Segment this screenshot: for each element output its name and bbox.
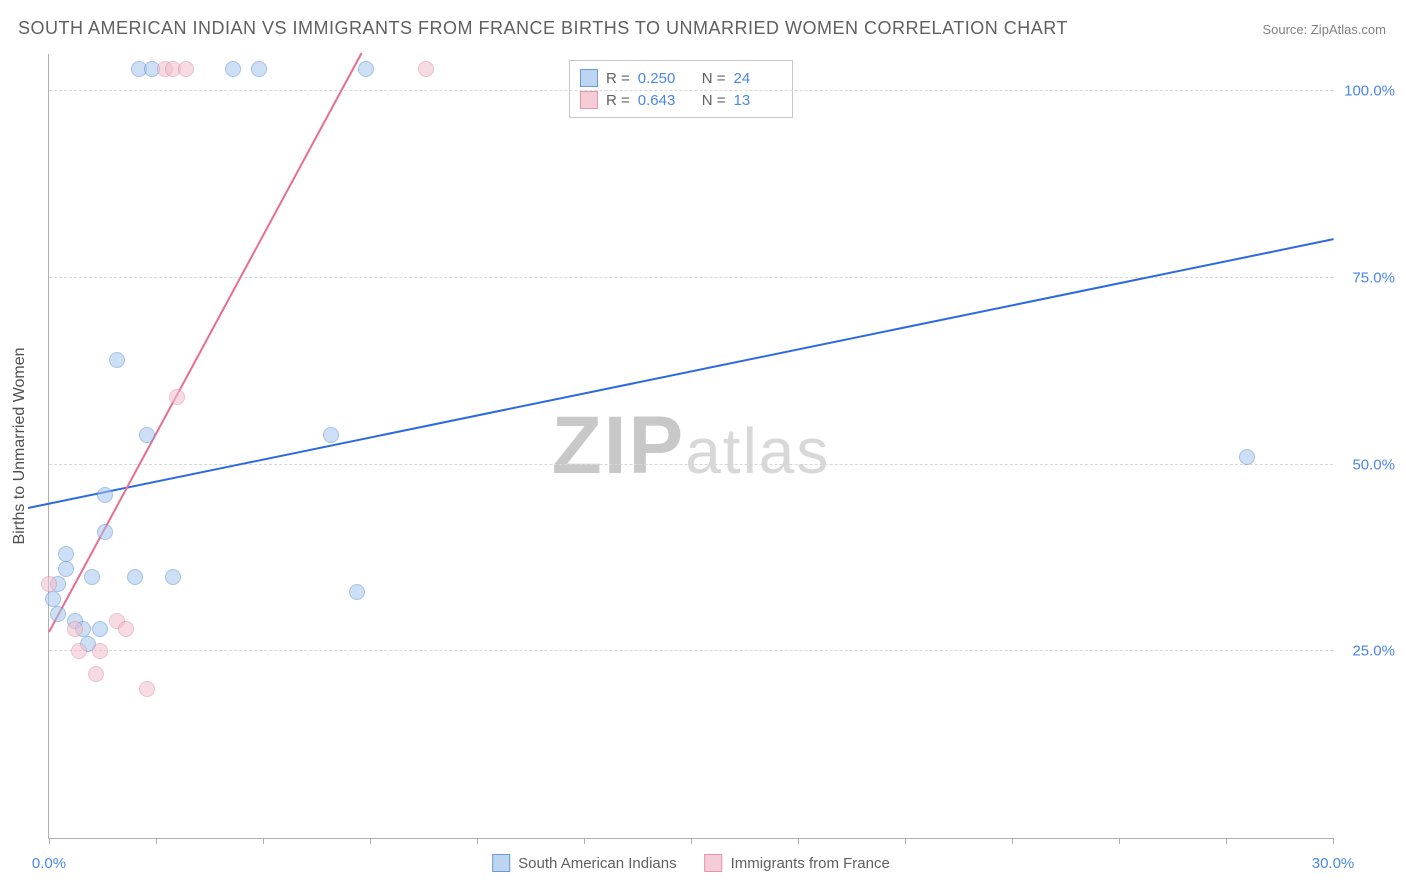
legend-swatch [580, 69, 598, 87]
data-point [67, 621, 83, 637]
r-label: R = [606, 92, 630, 109]
x-tick [584, 838, 585, 844]
n-value: 13 [734, 92, 782, 109]
gridline [49, 650, 1333, 651]
x-tick [1119, 838, 1120, 844]
x-tick [156, 838, 157, 844]
legend-label: Immigrants from France [731, 855, 890, 872]
x-tick [263, 838, 264, 844]
series-legend: South American Indians Immigrants from Fr… [492, 854, 890, 872]
x-tick [905, 838, 906, 844]
data-point [97, 524, 113, 540]
legend-row: R = 0.643 N = 13 [580, 89, 782, 111]
legend-row: R = 0.250 N = 24 [580, 67, 782, 89]
data-point [71, 643, 87, 659]
source-label: Source: ZipAtlas.com [1262, 22, 1386, 37]
y-tick-label: 75.0% [1340, 270, 1395, 287]
data-point [1239, 449, 1255, 465]
data-point [92, 643, 108, 659]
data-point [41, 576, 57, 592]
data-point [139, 681, 155, 697]
x-tick [798, 838, 799, 844]
data-point [169, 389, 185, 405]
data-point [45, 591, 61, 607]
data-point [178, 61, 194, 77]
data-point [165, 569, 181, 585]
data-point [139, 427, 155, 443]
y-tick-label: 25.0% [1340, 643, 1395, 660]
legend-item: Immigrants from France [705, 854, 890, 872]
chart-title: SOUTH AMERICAN INDIAN VS IMMIGRANTS FROM… [18, 18, 1068, 39]
x-tick [1226, 838, 1227, 844]
x-tick [370, 838, 371, 844]
trend-line [27, 239, 1333, 510]
x-tick [691, 838, 692, 844]
x-tick-label: 30.0% [1312, 855, 1355, 872]
legend-label: South American Indians [518, 855, 676, 872]
data-point [50, 606, 66, 622]
trend-line [48, 53, 362, 633]
x-tick [49, 838, 50, 844]
n-value: 24 [734, 70, 782, 87]
data-point [58, 561, 74, 577]
gridline [49, 90, 1333, 91]
x-tick [1012, 838, 1013, 844]
data-point [84, 569, 100, 585]
legend-swatch [492, 854, 510, 872]
data-point [109, 352, 125, 368]
data-point [418, 61, 434, 77]
data-point [88, 666, 104, 682]
data-point [225, 61, 241, 77]
data-point [358, 61, 374, 77]
r-label: R = [606, 70, 630, 87]
data-point [92, 621, 108, 637]
legend-swatch [705, 854, 723, 872]
data-point [58, 546, 74, 562]
legend-item: South American Indians [492, 854, 676, 872]
y-tick-label: 100.0% [1340, 83, 1395, 100]
r-value: 0.250 [638, 70, 686, 87]
y-tick-label: 50.0% [1340, 456, 1395, 473]
legend-swatch [580, 91, 598, 109]
x-tick [477, 838, 478, 844]
x-tick [1333, 838, 1334, 844]
data-point [251, 61, 267, 77]
x-tick-label: 0.0% [32, 855, 66, 872]
watermark: ZIPatlas [552, 399, 831, 493]
data-point [97, 487, 113, 503]
plot-area: ZIPatlas R =0.250N =24R =0.643N =13 Sout… [48, 54, 1333, 839]
data-point [118, 621, 134, 637]
data-point [323, 427, 339, 443]
data-point [127, 569, 143, 585]
data-point [349, 584, 365, 600]
correlation-legend: R = 0.250 N = 24 R = 0.643 N = 13 [569, 60, 793, 118]
n-label: N = [702, 92, 726, 109]
n-label: N = [702, 70, 726, 87]
r-value: 0.643 [638, 92, 686, 109]
y-axis-label: Births to Unmarried Women [11, 347, 29, 544]
